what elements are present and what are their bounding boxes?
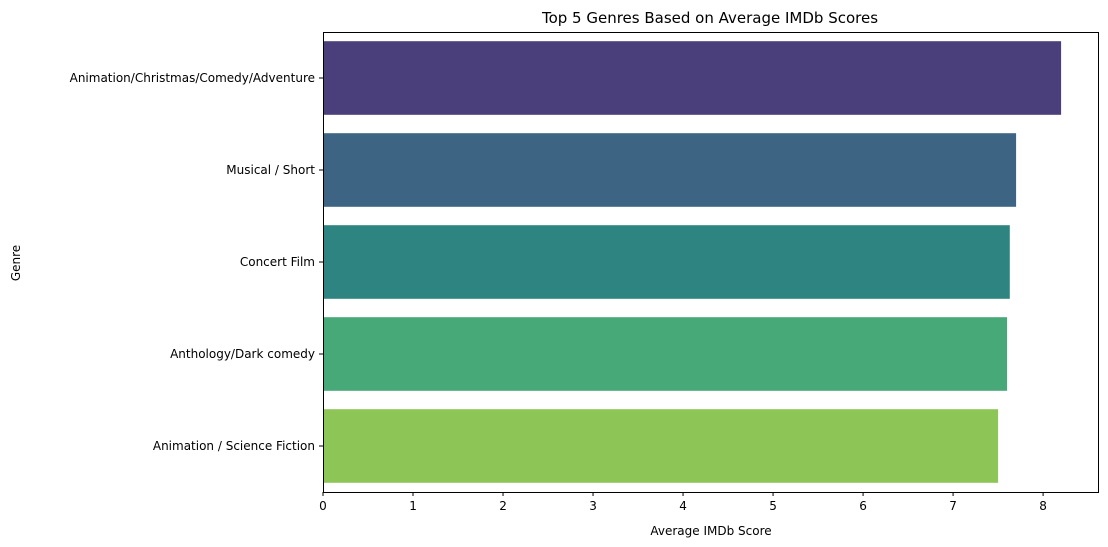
x-tick-label: 0	[319, 499, 327, 513]
x-tick-label: 6	[859, 499, 867, 513]
x-tick-label: 8	[1039, 499, 1047, 513]
chart-title: Top 5 Genres Based on Average IMDb Score…	[541, 9, 878, 27]
y-axis-label: Genre	[9, 245, 23, 281]
x-tick-label: 1	[409, 499, 417, 513]
y-tick-label: Animation/Christmas/Comedy/Adventure	[70, 71, 315, 85]
bar-4	[323, 409, 999, 483]
y-tick-label: Anthology/Dark comedy	[170, 347, 315, 361]
y-tick-label: Animation / Science Fiction	[153, 439, 315, 453]
bar-1	[323, 133, 1017, 207]
x-tick-label: 5	[769, 499, 777, 513]
x-axis-ticks: 0 1 2 3 4 5 6 7 8	[319, 492, 1047, 513]
bar-0	[323, 41, 1062, 115]
y-tick-label: Musical / Short	[226, 163, 315, 177]
bar-3	[323, 317, 1008, 391]
y-axis-ticks: Animation/Christmas/Comedy/Adventure Musi…	[70, 71, 323, 453]
bars-group	[323, 41, 1062, 483]
x-tick-label: 2	[499, 499, 507, 513]
plot-frame	[323, 32, 1099, 493]
y-tick-label: Concert Film	[240, 255, 315, 269]
bar-2	[323, 225, 1010, 299]
x-tick-label: 3	[589, 499, 597, 513]
x-tick-label: 7	[949, 499, 957, 513]
x-axis-label: Average IMDb Score	[650, 524, 771, 538]
x-tick-label: 4	[679, 499, 687, 513]
